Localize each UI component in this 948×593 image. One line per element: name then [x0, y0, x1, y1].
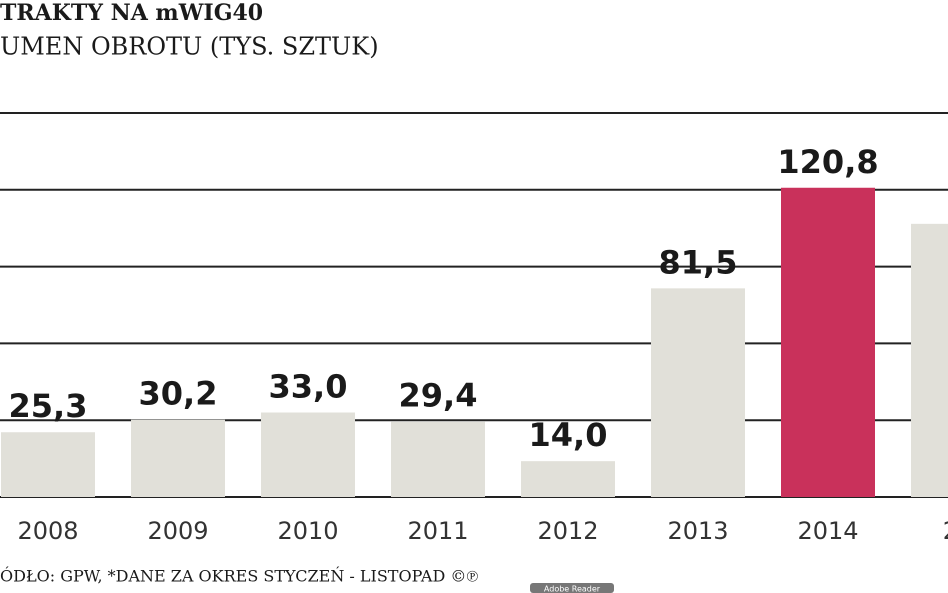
value-label: 29,4	[399, 377, 478, 415]
x-tick-label: 2013	[667, 517, 728, 545]
value-label: 25,3	[9, 387, 88, 425]
x-tick-label: 2011	[407, 517, 468, 545]
bar	[1, 432, 95, 497]
value-label: 120,8	[777, 143, 878, 181]
value-label: 14,0	[529, 416, 608, 454]
bar	[651, 288, 745, 497]
source: ÓDŁO: GPW, *DANE ZA OKRES STYCZEŃ - LIST…	[0, 566, 479, 586]
bar	[261, 412, 355, 497]
bar	[131, 419, 225, 497]
x-tick-label: 2009	[147, 517, 208, 545]
x-tick-label: 2010	[277, 517, 338, 545]
x-tick-label: 2008	[17, 517, 78, 545]
note-badge	[530, 583, 614, 593]
chart-title: TRAKTY NA mWIG40	[0, 0, 263, 26]
value-label: 33,0	[269, 368, 348, 406]
chart-subtitle: UMEN OBROTU (TYS. SZTUK)	[0, 33, 379, 61]
x-tick-label: 2014	[797, 517, 858, 545]
bar	[911, 223, 948, 497]
note: Adobe Reader	[544, 585, 601, 593]
value-label: 30,2	[139, 375, 218, 413]
value-label: 81,5	[659, 243, 738, 281]
bar	[521, 461, 615, 497]
bar	[781, 187, 875, 497]
x-tick-label: 20	[943, 517, 948, 545]
x-tick-label: 2012	[537, 517, 598, 545]
bar	[391, 421, 485, 497]
